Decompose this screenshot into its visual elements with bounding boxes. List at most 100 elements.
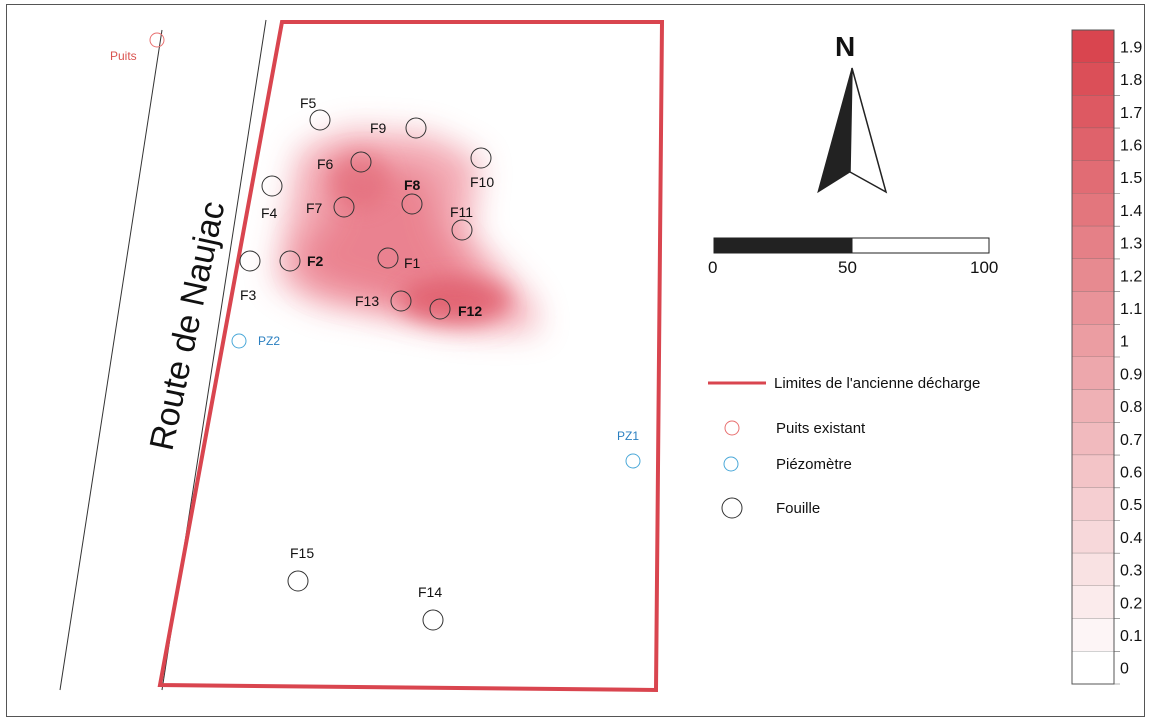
color-band xyxy=(1072,258,1114,293)
piezometer-marker-pz2 xyxy=(231,333,247,349)
color-band xyxy=(1072,160,1114,194)
svg-text:F14: F14 xyxy=(418,584,442,600)
color-band xyxy=(1072,651,1114,685)
color-band xyxy=(1072,618,1114,652)
color-band xyxy=(1072,487,1114,521)
color-scale-label: 1 xyxy=(1120,334,1129,351)
legend-boundary-label: Limites de l'ancienne décharge xyxy=(774,375,980,392)
piezometer-label-pz2: PZ2 xyxy=(258,334,280,348)
excavation-f10: F10 xyxy=(470,147,494,190)
excavation-f9: F9 xyxy=(370,117,427,139)
color-band xyxy=(1072,291,1114,325)
north-arrow-right-half xyxy=(849,67,888,194)
svg-text:F7: F7 xyxy=(306,200,323,216)
svg-text:F15: F15 xyxy=(290,545,314,561)
well-marker xyxy=(149,32,165,48)
color-band xyxy=(1072,520,1114,554)
contamination-plume xyxy=(275,130,540,330)
plume-hotspot-f6 xyxy=(330,152,390,208)
svg-text:F13: F13 xyxy=(355,293,379,309)
color-band xyxy=(1072,422,1114,456)
color-band xyxy=(1072,389,1114,423)
color-band xyxy=(1072,553,1114,587)
color-scale-label: 1.2 xyxy=(1120,268,1142,285)
color-scale-label: 0.9 xyxy=(1120,366,1142,383)
legend-piezometer-swatch xyxy=(723,456,739,472)
color-scale-label: 0.5 xyxy=(1120,497,1142,514)
color-scale-label: 0.3 xyxy=(1120,563,1142,580)
color-band xyxy=(1072,128,1114,162)
color-scale-label: 0.1 xyxy=(1120,628,1142,645)
north-label: N xyxy=(835,31,855,62)
scale-bar-light xyxy=(851,237,990,254)
legend: Limites de l'ancienne décharge Puits exi… xyxy=(708,375,980,519)
north-arrow-left-half xyxy=(817,67,853,194)
landfill-boundary xyxy=(157,20,665,693)
color-scale-label: 0.4 xyxy=(1120,530,1142,547)
color-scale-label: 1.4 xyxy=(1120,203,1142,220)
excavation-f13: F13 xyxy=(355,290,412,312)
color-scale-label: 1.3 xyxy=(1120,236,1142,253)
svg-text:F8: F8 xyxy=(404,177,421,193)
excavation-f1: F1 xyxy=(377,247,421,271)
piezometer-marker-pz1 xyxy=(625,453,641,469)
excavation-f12: F12 xyxy=(429,298,482,320)
svg-text:F12: F12 xyxy=(458,303,482,319)
svg-text:F5: F5 xyxy=(300,95,317,111)
map-frame xyxy=(6,4,1145,717)
svg-text:F3: F3 xyxy=(240,287,257,303)
north-arrow: N xyxy=(817,31,888,194)
scale-tick-50: 50 xyxy=(838,258,857,277)
svg-text:F2: F2 xyxy=(307,253,324,269)
legend-well-label: Puits existant xyxy=(776,420,866,437)
color-scale-label: 1.1 xyxy=(1120,301,1142,318)
color-band xyxy=(1072,324,1114,358)
scale-tick-100: 100 xyxy=(970,258,998,277)
excavation-f7: F7 xyxy=(306,196,355,218)
piezometer-label-pz1: PZ1 xyxy=(617,429,639,443)
color-band xyxy=(1072,455,1114,489)
svg-text:F11: F11 xyxy=(450,204,473,220)
well-label: Puits xyxy=(110,49,137,63)
svg-text:F4: F4 xyxy=(261,205,278,221)
color-scale-label: 0.6 xyxy=(1120,464,1142,481)
color-scale-bar: 1.9 1.8 1.7 1.6 1.5 1.4 1.3 1.2 1.1 1 0.9 0.8 0.7 0.6… xyxy=(1071,29,1142,685)
excavation-f6: F6 xyxy=(317,151,372,173)
color-band xyxy=(1072,193,1114,227)
color-band xyxy=(1072,62,1114,96)
excavation-f15: F15 xyxy=(287,545,314,592)
excavation-f4: F4 xyxy=(261,175,283,221)
color-scale-label: 1.8 xyxy=(1120,72,1142,89)
color-band xyxy=(1072,226,1114,260)
color-scale-border xyxy=(1071,29,1115,685)
color-band xyxy=(1072,357,1114,391)
scale-bar-dark xyxy=(713,237,853,254)
road-edge-left xyxy=(59,29,163,691)
legend-well-swatch xyxy=(724,420,740,436)
scale-bar: 0 50 100 xyxy=(708,237,998,277)
excavation-f5: F5 xyxy=(300,95,331,131)
color-band xyxy=(1072,95,1114,129)
color-band xyxy=(1072,30,1114,64)
excavation-f8: F8 xyxy=(401,177,423,215)
excavation-f2: F2 xyxy=(279,250,324,272)
svg-text:F10: F10 xyxy=(470,174,494,190)
color-scale-label: 1.5 xyxy=(1120,170,1142,187)
excavation-f14: F14 xyxy=(418,584,444,631)
legend-piezometer-label: Piézomètre xyxy=(776,456,852,473)
svg-text:F1: F1 xyxy=(404,255,421,271)
legend-excavation-swatch xyxy=(721,497,743,519)
scale-tick-0: 0 xyxy=(708,258,717,277)
plume-hotspot-f12 xyxy=(400,278,510,322)
color-scale-label: 0.2 xyxy=(1120,595,1142,612)
excavation-f11: F11 xyxy=(450,204,473,241)
svg-text:F6: F6 xyxy=(317,156,334,172)
color-scale-label: 1.7 xyxy=(1120,105,1142,122)
legend-excavation-label: Fouille xyxy=(776,500,820,517)
color-band xyxy=(1072,585,1114,620)
color-scale-label: 0.8 xyxy=(1120,399,1142,416)
excavation-f3: F3 xyxy=(239,250,261,303)
color-scale-label: 1.9 xyxy=(1120,39,1142,56)
